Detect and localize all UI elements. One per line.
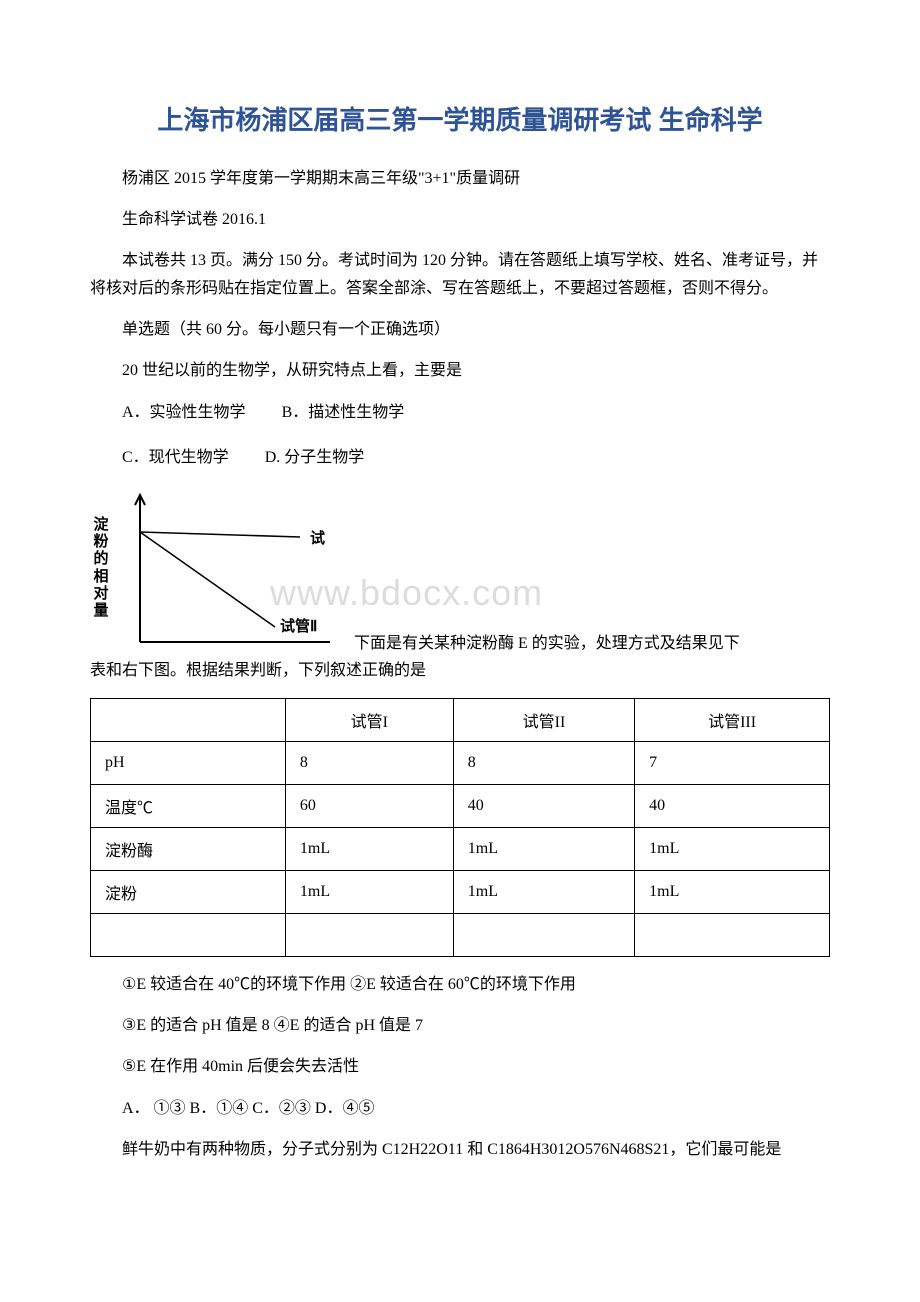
table-cell: 1mL: [285, 871, 453, 914]
table-cell: 1mL: [635, 871, 830, 914]
table-cell: 1mL: [453, 871, 634, 914]
q2-options: A． ①③ B．①④ C．②③ D．④⑤: [90, 1095, 830, 1122]
table-cell: 试管II: [453, 699, 634, 742]
page-content: 上海市杨浦区届高三第一学期质量调研考试 生命科学 杨浦区 2015 学年度第一学…: [0, 0, 920, 1237]
table-row: [91, 914, 830, 957]
table-cell: 1mL: [635, 828, 830, 871]
table-cell: [453, 914, 634, 957]
instructions: 本试卷共 13 页。满分 150 分。考试时间为 120 分钟。请在答题纸上填写…: [90, 247, 830, 301]
subtitle-1: 杨浦区 2015 学年度第一学期期末高三年级"3+1"质量调研: [90, 165, 830, 192]
graph-line1-label: 试: [310, 527, 325, 548]
table-cell: 1mL: [285, 828, 453, 871]
table-row: 淀粉 1mL 1mL 1mL: [91, 871, 830, 914]
table-row: 淀粉酶 1mL 1mL 1mL: [91, 828, 830, 871]
graph-and-stem-row: www.bdocx.com 淀粉的相对量 试 试管Ⅱ 下面是有关某种淀粉酶 E …: [90, 487, 830, 657]
q1-option-b: B．描述性生物学: [282, 404, 405, 421]
q1-option-c: C．现代生物学: [122, 449, 229, 466]
q1-options-row2: C．现代生物学 D. 分子生物学: [90, 443, 830, 473]
table-header-row: 试管I 试管II 试管III: [91, 699, 830, 742]
table-cell: 8: [453, 742, 634, 785]
graph-ylabel: 淀粉的相对量: [90, 517, 112, 621]
table-cell: 40: [635, 785, 830, 828]
table-cell: [91, 699, 286, 742]
q1-option-d: D. 分子生物学: [265, 449, 365, 466]
table-cell: pH: [91, 742, 286, 785]
document-title: 上海市杨浦区届高三第一学期质量调研考试 生命科学: [90, 100, 830, 137]
q2-statements-3: ⑤E 在作用 40min 后便会失去活性: [90, 1053, 830, 1080]
table-cell: 温度℃: [91, 785, 286, 828]
table-cell: 40: [453, 785, 634, 828]
starch-graph: 淀粉的相对量 试 试管Ⅱ: [90, 487, 350, 657]
q1-option-a: A．实验性生物学: [122, 404, 246, 421]
q3-stem: 鲜牛奶中有两种物质，分子式分别为 C12H22O11 和 C1864H3012O…: [90, 1136, 830, 1163]
table-cell: 试管I: [285, 699, 453, 742]
q2-stem-part1: 下面是有关某种淀粉酶 E 的实验，处理方式及结果见下: [354, 635, 740, 652]
q1-stem: 20 世纪以前的生物学，从研究特点上看，主要是: [90, 357, 830, 384]
table-cell: [285, 914, 453, 957]
table-cell: [635, 914, 830, 957]
q1-options-row1: A．实验性生物学 B．描述性生物学: [90, 398, 830, 428]
table-cell: 60: [285, 785, 453, 828]
q2-stem-part2: 表和右下图。根据结果判断，下列叙述正确的是: [90, 657, 830, 684]
table-cell: [91, 914, 286, 957]
table-cell: 7: [635, 742, 830, 785]
table-row: 温度℃ 60 40 40: [91, 785, 830, 828]
section-heading: 单选题（共 60 分。每小题只有一个正确选项）: [90, 316, 830, 343]
table-cell: 淀粉酶: [91, 828, 286, 871]
experiment-table: 试管I 试管II 试管III pH 8 8 7 温度℃ 60 40 40 淀粉酶…: [90, 698, 830, 957]
table-cell: 淀粉: [91, 871, 286, 914]
table-row: pH 8 8 7: [91, 742, 830, 785]
q2-statements-1: ①E 较适合在 40℃的环境下作用 ②E 较适合在 60℃的环境下作用: [90, 971, 830, 998]
table-cell: 试管III: [635, 699, 830, 742]
table-cell: 1mL: [453, 828, 634, 871]
subtitle-2: 生命科学试卷 2016.1: [90, 206, 830, 233]
table-cell: 8: [285, 742, 453, 785]
q2-statements-2: ③E 的适合 pH 值是 8 ④E 的适合 pH 值是 7: [90, 1012, 830, 1039]
graph-line2-label: 试管Ⅱ: [280, 615, 317, 636]
